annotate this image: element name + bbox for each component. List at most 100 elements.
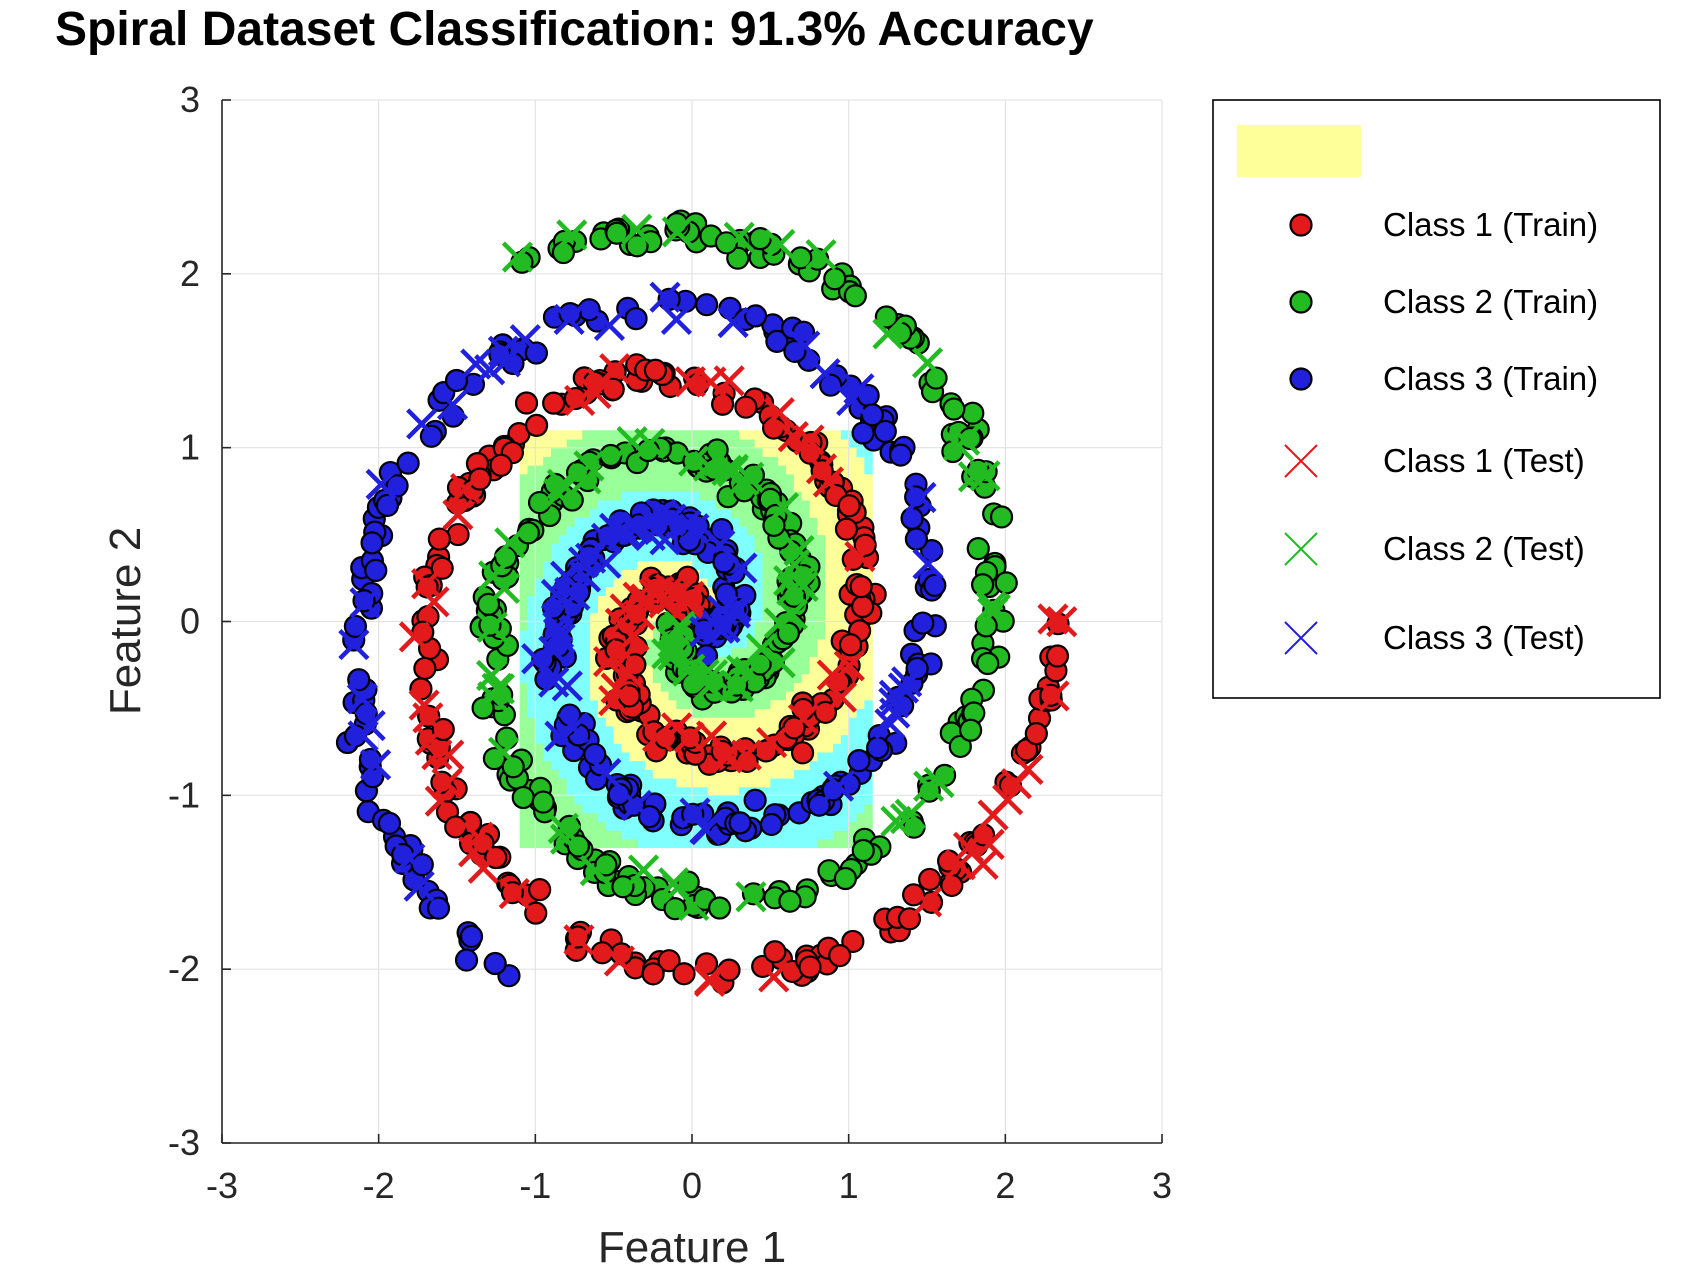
region-cell <box>786 682 795 692</box>
test-point-class-2 <box>664 610 696 642</box>
region-cell <box>856 447 865 457</box>
region-cell <box>809 647 818 657</box>
region-cell <box>684 551 693 562</box>
region-cell <box>762 725 771 736</box>
train-point-class-1 <box>837 494 861 518</box>
train-point-class-3 <box>483 951 507 976</box>
region-cell <box>645 430 654 440</box>
test-point-class-2 <box>543 478 575 510</box>
region-cell <box>519 647 529 657</box>
region-cell <box>746 699 756 710</box>
region-cell <box>660 473 670 484</box>
region-cell <box>848 821 858 831</box>
region-cell <box>519 499 529 510</box>
region-cell <box>864 699 873 710</box>
region-cell <box>864 465 873 475</box>
region-cell <box>676 708 685 718</box>
region-cell <box>848 717 858 727</box>
region-cell <box>699 777 709 788</box>
region-cell <box>543 586 552 597</box>
region-cell <box>613 482 623 492</box>
test-point-class-3 <box>557 712 590 744</box>
test-point-class-1 <box>825 681 857 713</box>
region-cell <box>817 769 826 779</box>
region-cell <box>707 482 717 492</box>
region-cell <box>825 569 834 579</box>
region-cell <box>613 717 623 727</box>
region-cell <box>527 630 536 640</box>
test-point-class-3 <box>690 814 722 846</box>
region-cell <box>566 795 576 805</box>
region-cell <box>629 743 638 753</box>
region-cell <box>527 438 536 449</box>
region-cell <box>590 795 599 805</box>
region-cell <box>731 708 740 718</box>
region-cell <box>652 673 662 683</box>
region-cell <box>754 569 764 579</box>
region-cell <box>645 473 654 484</box>
region-cell <box>825 551 834 562</box>
region-cell <box>621 769 630 779</box>
region-cell <box>778 708 787 718</box>
region-cell <box>731 838 740 849</box>
region-cell <box>848 838 858 849</box>
region-cell <box>652 691 662 701</box>
region-cell <box>840 447 850 457</box>
region-cell <box>566 508 576 518</box>
region-cell <box>652 473 662 484</box>
region-cell <box>809 543 818 553</box>
test-point-class-3 <box>608 515 640 547</box>
region-cell <box>778 682 787 692</box>
region-cell <box>833 621 842 631</box>
x-tick-label: -2 <box>363 1165 395 1206</box>
region-cell <box>786 656 795 666</box>
region-cell <box>739 499 748 510</box>
region-cell <box>833 534 842 544</box>
region-cell <box>684 830 693 840</box>
region-cell <box>848 438 858 449</box>
region-cell <box>864 691 873 701</box>
test-point-class-2 <box>767 492 800 524</box>
region-cell <box>621 482 630 492</box>
region-cell <box>645 612 654 623</box>
region-cell <box>605 473 615 484</box>
region-cell <box>668 491 677 501</box>
test-point-class-1 <box>816 659 848 691</box>
region-cell <box>519 717 529 727</box>
region-cell <box>739 647 748 657</box>
region-cell <box>590 682 599 692</box>
region-cell <box>652 456 662 466</box>
region-cell <box>825 812 834 823</box>
region-cell <box>840 804 850 814</box>
region-cell <box>770 569 779 579</box>
region-cell <box>762 708 771 718</box>
region-cell <box>582 508 591 518</box>
region-cell <box>598 465 607 475</box>
region-cell <box>684 438 693 449</box>
region-cell <box>699 578 709 588</box>
region-cell <box>739 777 748 788</box>
region-cell <box>574 682 583 692</box>
region-cell <box>645 656 654 666</box>
region-cell <box>527 569 536 579</box>
region-cell <box>754 586 764 597</box>
train-point-class-2 <box>959 718 983 742</box>
region-cell <box>817 777 826 788</box>
region-cell <box>566 769 576 779</box>
region-cell <box>637 551 646 562</box>
region-cell <box>848 804 858 814</box>
region-cell <box>825 517 834 527</box>
region-cell <box>558 438 568 449</box>
region-cell <box>566 673 576 683</box>
region-cell <box>809 838 818 849</box>
axes: -3 -2 -1 0 1 2 3 -3 -2 -1 0 1 2 3 <box>168 79 1172 1206</box>
region-cell <box>527 838 536 849</box>
x-tick-label: 1 <box>839 1165 859 1206</box>
region-cell <box>692 708 701 718</box>
region-cell <box>848 699 858 710</box>
region-cell <box>778 760 787 770</box>
region-cell <box>645 491 654 501</box>
region-cell <box>551 438 560 449</box>
train-point-class-2 <box>501 755 525 779</box>
region-cell <box>621 465 630 475</box>
